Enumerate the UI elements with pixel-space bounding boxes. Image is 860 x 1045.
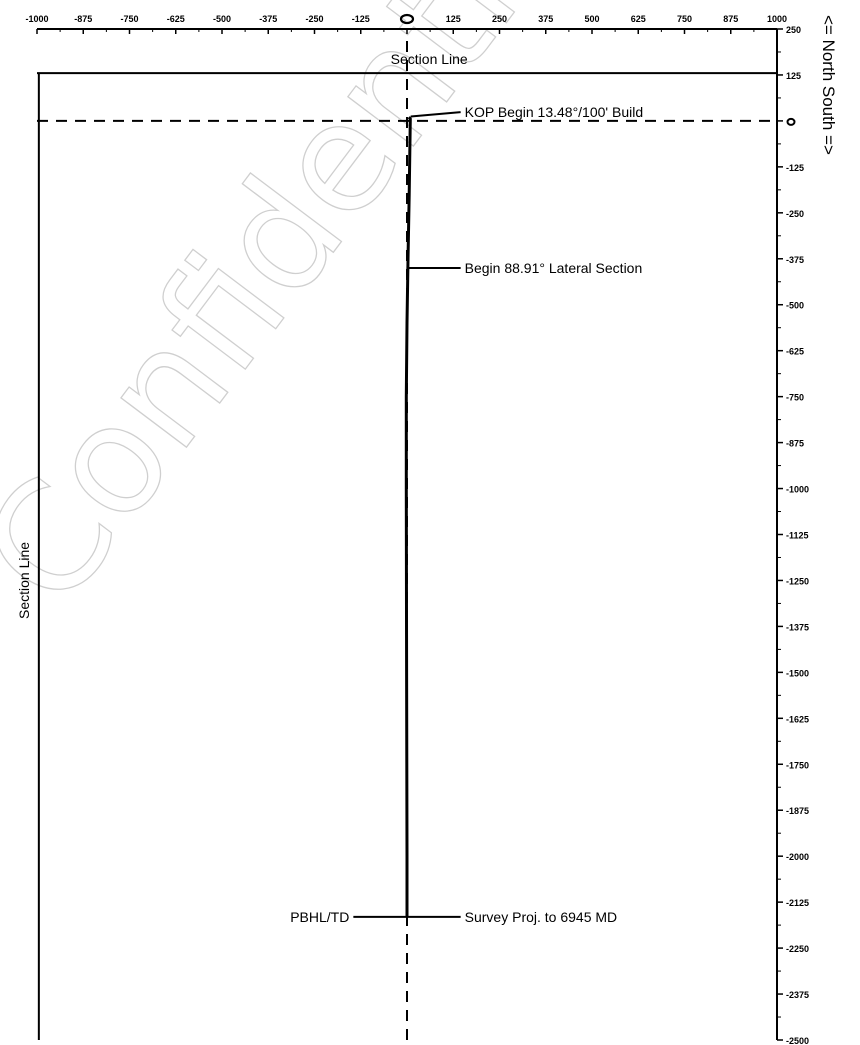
- annotation-label: Survey Proj. to 6945 MD: [465, 909, 618, 925]
- x-tick-label: -500: [213, 14, 231, 24]
- y-tick-label: -1875: [786, 806, 809, 816]
- annotation-label: PBHL/TD: [290, 909, 349, 925]
- y-tick-label: -1375: [786, 622, 809, 632]
- y-tick-label: -875: [786, 439, 804, 449]
- watermark-text: Confidential: [0, 0, 632, 637]
- y-tick-label: -2375: [786, 990, 809, 1000]
- x-tick-label: -125: [352, 14, 370, 24]
- x-tick-label: -875: [74, 14, 92, 24]
- x-tick-label: 500: [584, 14, 599, 24]
- x-axis-ticks: -1000 -875 -750 -625 -500 -375 -250 -125 125 250 3…: [25, 13, 787, 34]
- west-section-line-label: Section Line: [16, 542, 32, 619]
- y-tick-label: -125: [786, 163, 804, 173]
- y-axis-ticks: 250 125 -125 -250 -375 -500 -625 -750 -875 -1000 -…: [777, 25, 809, 1045]
- x-tick-label: -750: [120, 14, 138, 24]
- annotation-label: KOP Begin 13.48°/100' Build: [465, 104, 643, 120]
- y-tick-label: -1250: [786, 576, 809, 586]
- north-section-line-label: Section Line: [391, 51, 468, 67]
- y-tick-label: -1750: [786, 760, 809, 770]
- y-tick-label: -500: [786, 301, 804, 311]
- x-tick-label: -250: [305, 14, 323, 24]
- x-tick-label: 375: [538, 14, 553, 24]
- x-tick-label: -1000: [25, 14, 48, 24]
- y-tick-label: 250: [786, 25, 801, 35]
- y-tick-label: -750: [786, 393, 804, 403]
- x-tick-label: 250: [492, 14, 507, 24]
- annotation-label: Begin 88.91° Lateral Section: [465, 260, 643, 276]
- y-tick-label: -2250: [786, 944, 809, 954]
- y-tick-label: 125: [786, 71, 801, 81]
- x-tick-label: 750: [677, 14, 692, 24]
- wellbore-path: [404, 116, 412, 917]
- series-group: [404, 116, 412, 917]
- direction-label: <= North South =>: [819, 15, 838, 155]
- y-tick-label: -1000: [786, 485, 809, 495]
- x-tick-label: 875: [723, 14, 738, 24]
- y-tick-label: -1500: [786, 668, 809, 678]
- x-tick-label: -625: [167, 14, 185, 24]
- y-tick-label: -1125: [786, 531, 809, 541]
- y-tick-label: -2125: [786, 898, 809, 908]
- watermark-group: Confidential: [0, 0, 633, 637]
- x-tick-label: -375: [259, 14, 277, 24]
- y-tick-label: -625: [786, 347, 804, 357]
- x-tick-label-zero: [399, 13, 415, 25]
- y-tick-label: -2500: [786, 1036, 809, 1045]
- y-tick-label-zero: [786, 117, 796, 126]
- y-tick-label: -375: [786, 255, 804, 265]
- x-tick-label: 1000: [767, 14, 787, 24]
- annotations-group: KOP Begin 13.48°/100' Build Begin 88.91° …: [290, 104, 643, 925]
- y-tick-label: -1625: [786, 714, 809, 724]
- y-tick-label: -250: [786, 209, 804, 219]
- annotation-leader: [410, 111, 461, 118]
- x-tick-label: 125: [446, 14, 461, 24]
- x-tick-label: 625: [631, 14, 646, 24]
- y-tick-label: -2000: [786, 852, 809, 862]
